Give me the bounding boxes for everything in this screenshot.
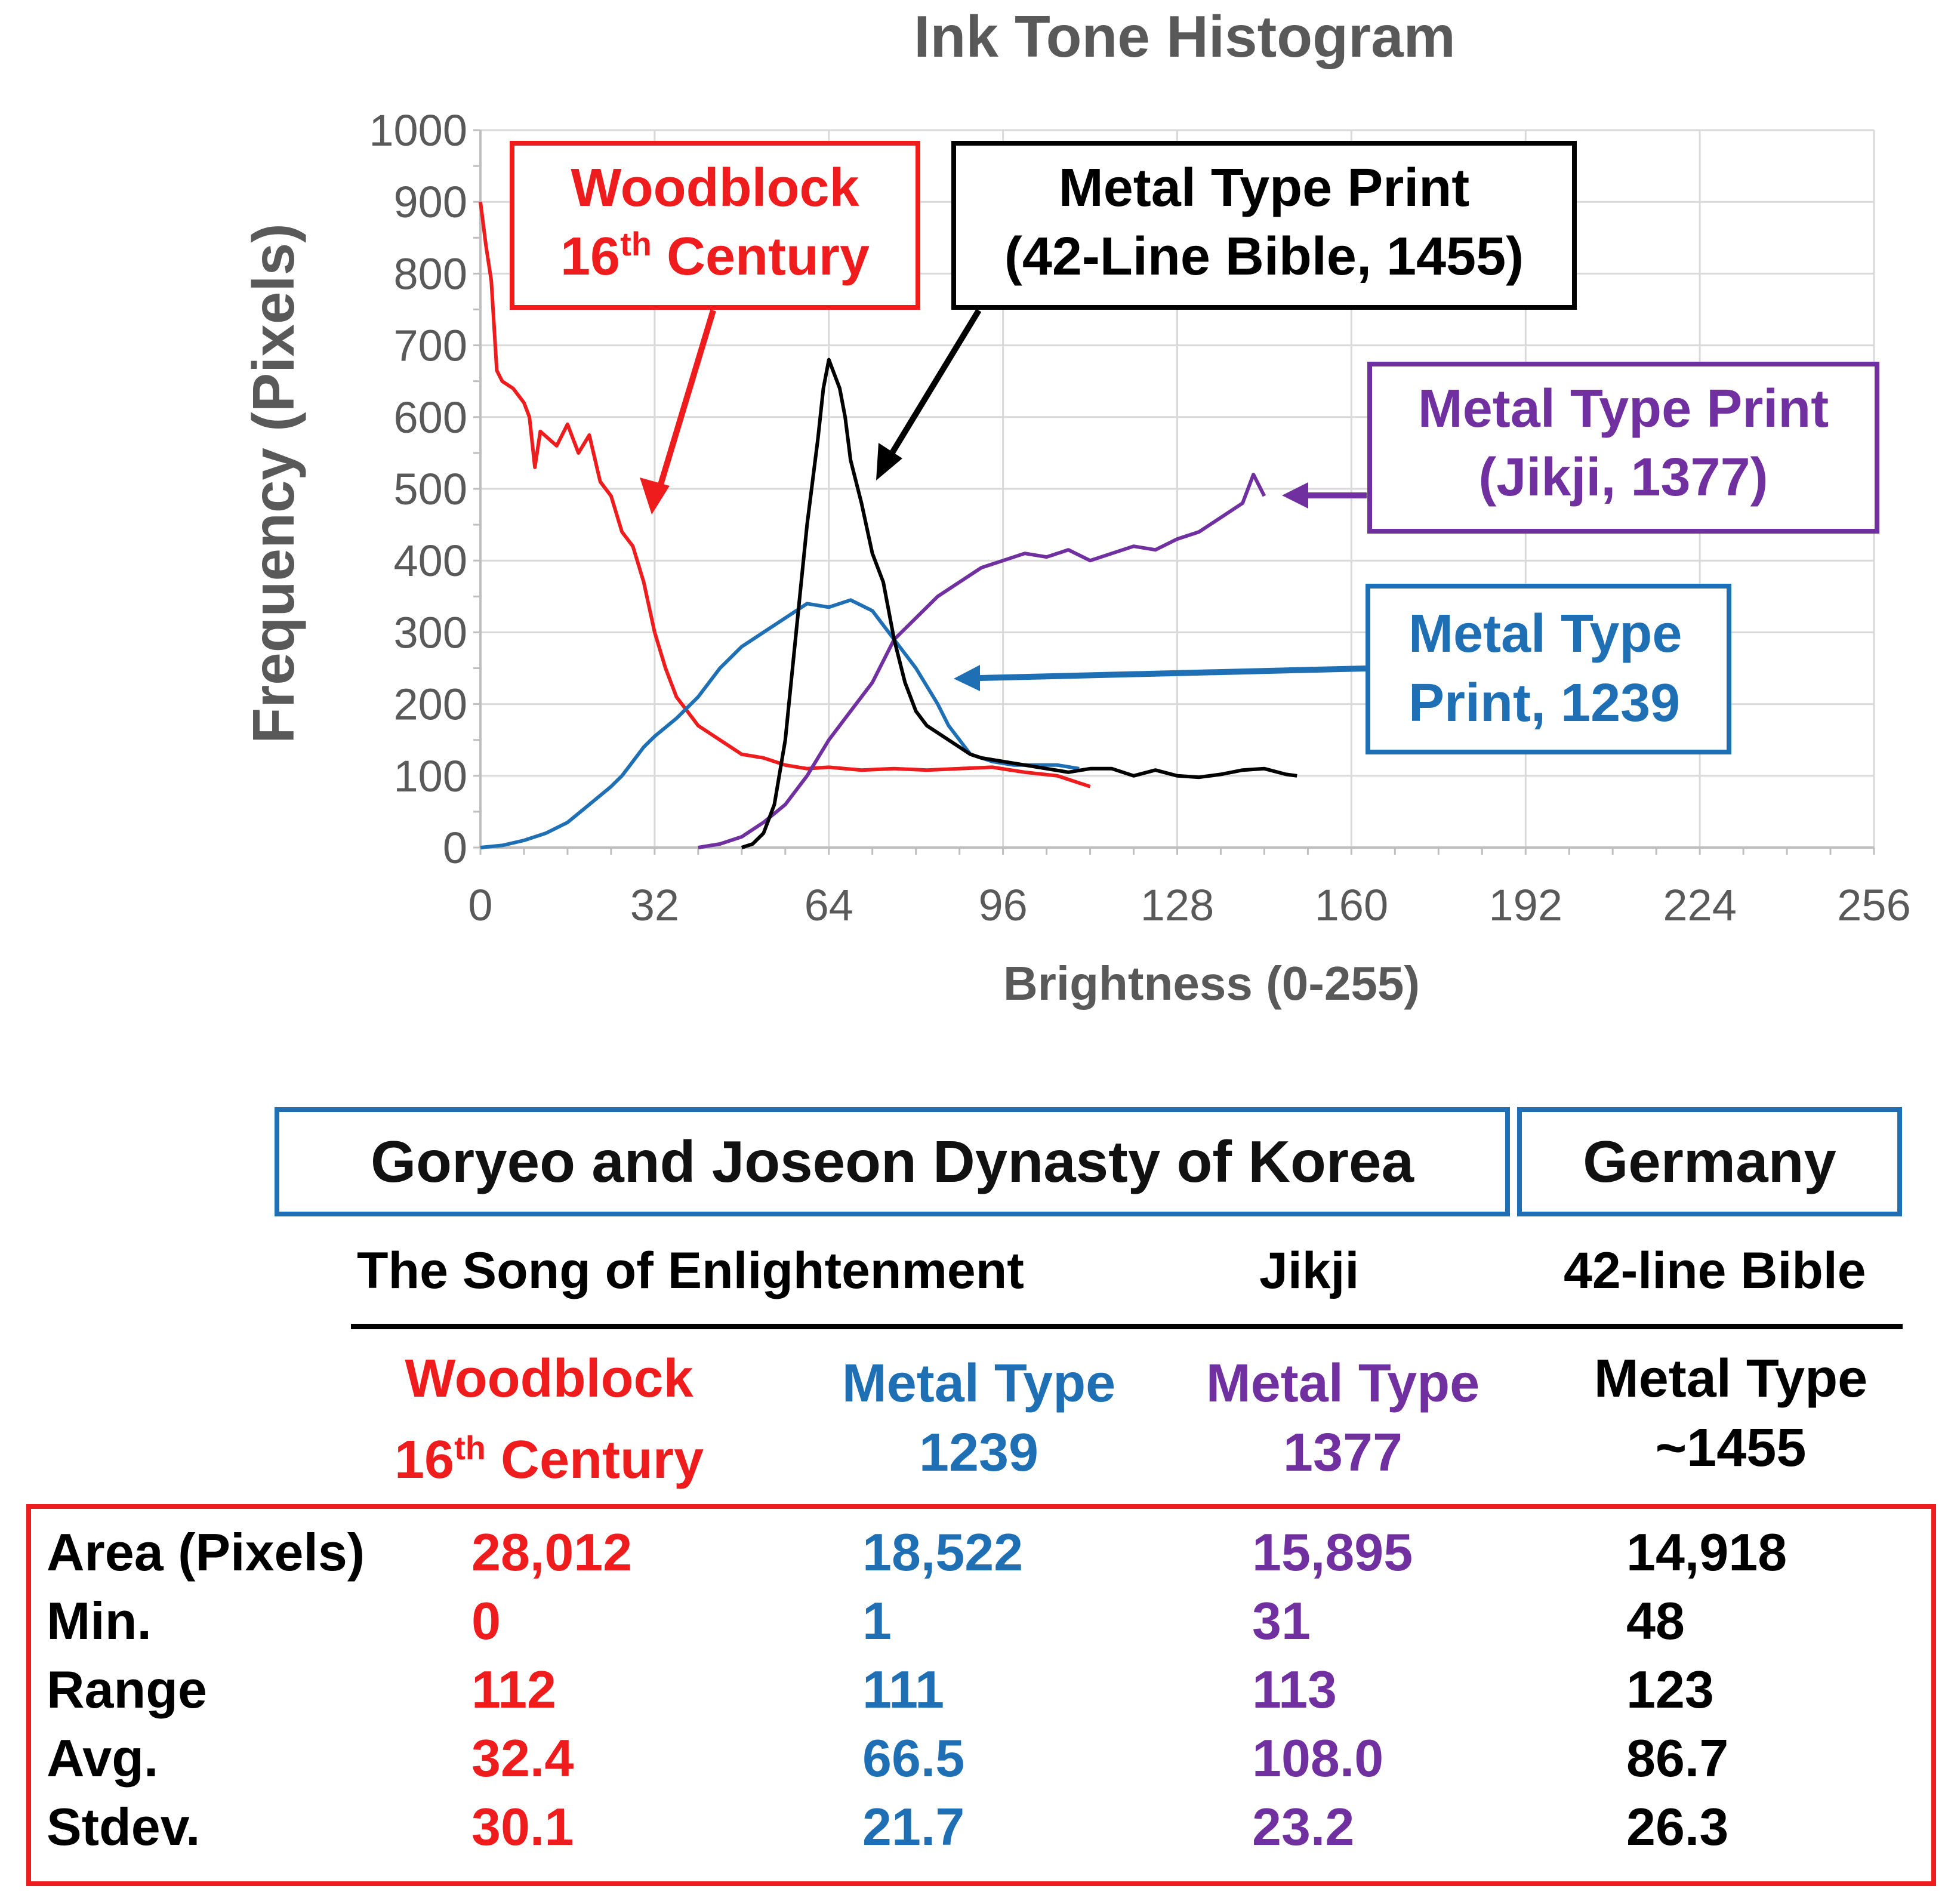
column-header-woodblock-superscript: th [454, 1429, 486, 1466]
y-tick-label: 900 [394, 177, 467, 227]
series-line-0 [479, 201, 1091, 788]
series-line-2 [698, 473, 1266, 849]
y-tick-label: 700 [394, 321, 467, 371]
callout-bible: Metal Type Print (42-Line Bible, 1455) [876, 141, 1577, 480]
stat-value: 113 [1252, 1660, 1337, 1719]
x-tick-label: 96 [978, 880, 1027, 930]
y-tick-label: 600 [394, 393, 467, 442]
stat-value: 1 [862, 1591, 892, 1650]
work-jikji: Jikji [1259, 1242, 1360, 1299]
stat-value: 26.3 [1626, 1797, 1729, 1856]
column-header-woodblock-line1: Woodblock [405, 1349, 693, 1409]
column-header-metal-1239: Metal Type 1239 [770, 1349, 1188, 1487]
callout-jikji-line2: (Jikji, 1377) [1478, 448, 1768, 507]
column-header-woodblock-line2: 16th Century [346, 1413, 752, 1495]
column-header-metal-1377: Metal Type 1377 [1134, 1349, 1552, 1487]
column-header-1455-line2: ~1455 [1655, 1418, 1807, 1478]
y-tick-label: 0 [443, 823, 467, 873]
column-header-woodblock: Woodblock 16th Century [346, 1344, 752, 1495]
callout-metal-type-1239: Metal Type Print, 1239 [954, 584, 1731, 754]
callout-1239-line1: Metal Type [1408, 604, 1682, 664]
stat-value: 21.7 [862, 1797, 965, 1856]
y-axis-title: Frequency (Pixels) [241, 223, 306, 743]
data-series [479, 201, 1297, 849]
column-header-woodblock-suffix: Century [485, 1430, 704, 1490]
ink-tone-histogram-chart: Ink Tone Histogram 0 100 200 300 400 500 600 70… [241, 4, 1911, 1010]
region-germany-box: Germany [1517, 1107, 1902, 1216]
column-header-metal-1455: Metal Type ~1455 [1528, 1344, 1934, 1483]
callout-jikji: Metal Type Print (Jikji, 1377) [1282, 362, 1879, 534]
stat-value: 31 [1252, 1591, 1311, 1650]
x-tick-label: 256 [1837, 880, 1910, 930]
column-header-1377-line1: Metal Type [1206, 1354, 1480, 1413]
y-tick-label: 200 [394, 680, 467, 729]
x-tick-label: 64 [805, 880, 853, 930]
stat-value: 28,012 [471, 1523, 633, 1582]
x-tick-label: 224 [1663, 880, 1736, 930]
column-header-woodblock-century: 16 [394, 1430, 455, 1490]
stat-value: 48 [1626, 1591, 1685, 1650]
callout-woodblock: Woodblock 16th Century [510, 141, 920, 514]
y-tick-label: 800 [394, 249, 467, 298]
region-germany-label: Germany [1583, 1129, 1836, 1194]
stat-value: 23.2 [1252, 1797, 1355, 1856]
x-axis-title: Brightness (0-255) [1003, 957, 1420, 1010]
stat-value: 0 [471, 1591, 501, 1650]
callout-woodblock-line2: 16th Century [560, 225, 870, 286]
stat-value: 111 [862, 1660, 945, 1719]
work-42-line-bible: 42-line Bible [1564, 1242, 1866, 1299]
stat-row-label: Area (Pixels) [47, 1523, 365, 1582]
stat-value: 14,918 [1626, 1523, 1787, 1582]
stat-row-label: Avg. [47, 1729, 159, 1788]
column-header-1239-line1: Metal Type [842, 1354, 1116, 1413]
stat-value: 86.7 [1626, 1729, 1729, 1788]
stat-value: 66.5 [862, 1729, 965, 1788]
x-tick-label: 160 [1315, 880, 1388, 930]
y-tick-label: 100 [394, 751, 467, 801]
x-tick-label: 32 [630, 880, 679, 930]
x-tick-label: 0 [468, 880, 492, 930]
column-header-1239-line2: 1239 [918, 1423, 1039, 1483]
stat-value: 15,895 [1252, 1523, 1413, 1582]
work-song-of-enlightenment: The Song of Enlightenment [357, 1242, 1024, 1299]
callout-bible-line2: (42-Line Bible, 1455) [1004, 227, 1524, 286]
stat-row-label: Min. [47, 1591, 152, 1650]
tick-labels: 0 100 200 300 400 500 600 700 800 900 1000 0 32 64 96 1… [369, 106, 1910, 930]
chart-title: Ink Tone Histogram [914, 4, 1456, 69]
x-tick-label: 192 [1489, 880, 1562, 930]
series-line-1 [480, 598, 1080, 849]
stat-row-label: Range [47, 1660, 207, 1719]
statistics-box [26, 1504, 1936, 1886]
callout-woodblock-line1: Woodblock [571, 158, 859, 218]
column-header-1455-line1: Metal Type [1593, 1349, 1868, 1409]
callout-1239-line2: Print, 1239 [1408, 673, 1680, 733]
stat-row-label: Stdev. [47, 1797, 201, 1856]
column-header-1377-line2: 1377 [1283, 1423, 1403, 1483]
series-line-3 [741, 358, 1297, 849]
stat-value: 30.1 [471, 1797, 574, 1856]
region-korea-box: Goryeo and Joseon Dynasty of Korea [275, 1107, 1510, 1216]
region-korea-label: Goryeo and Joseon Dynasty of Korea [370, 1129, 1414, 1194]
callout-woodblock-century: 16 [560, 227, 620, 286]
stat-value: 32.4 [471, 1729, 574, 1788]
stat-value: 108.0 [1252, 1729, 1384, 1788]
y-tick-label: 400 [394, 536, 467, 586]
stat-value: 123 [1626, 1660, 1714, 1719]
callout-woodblock-suffix: Century [652, 227, 870, 286]
x-tick-label: 128 [1141, 880, 1214, 930]
callout-jikji-line1: Metal Type Print [1418, 379, 1829, 439]
axes [473, 129, 1875, 855]
callout-bible-line1: Metal Type Print [1059, 158, 1469, 218]
callout-woodblock-superscript: th [620, 225, 652, 263]
y-tick-label: 1000 [369, 106, 467, 155]
header-rule [351, 1324, 1903, 1329]
y-tick-label: 500 [394, 464, 467, 514]
stat-value: 112 [471, 1660, 556, 1719]
y-tick-label: 300 [394, 608, 467, 657]
stat-value: 18,522 [862, 1523, 1024, 1582]
